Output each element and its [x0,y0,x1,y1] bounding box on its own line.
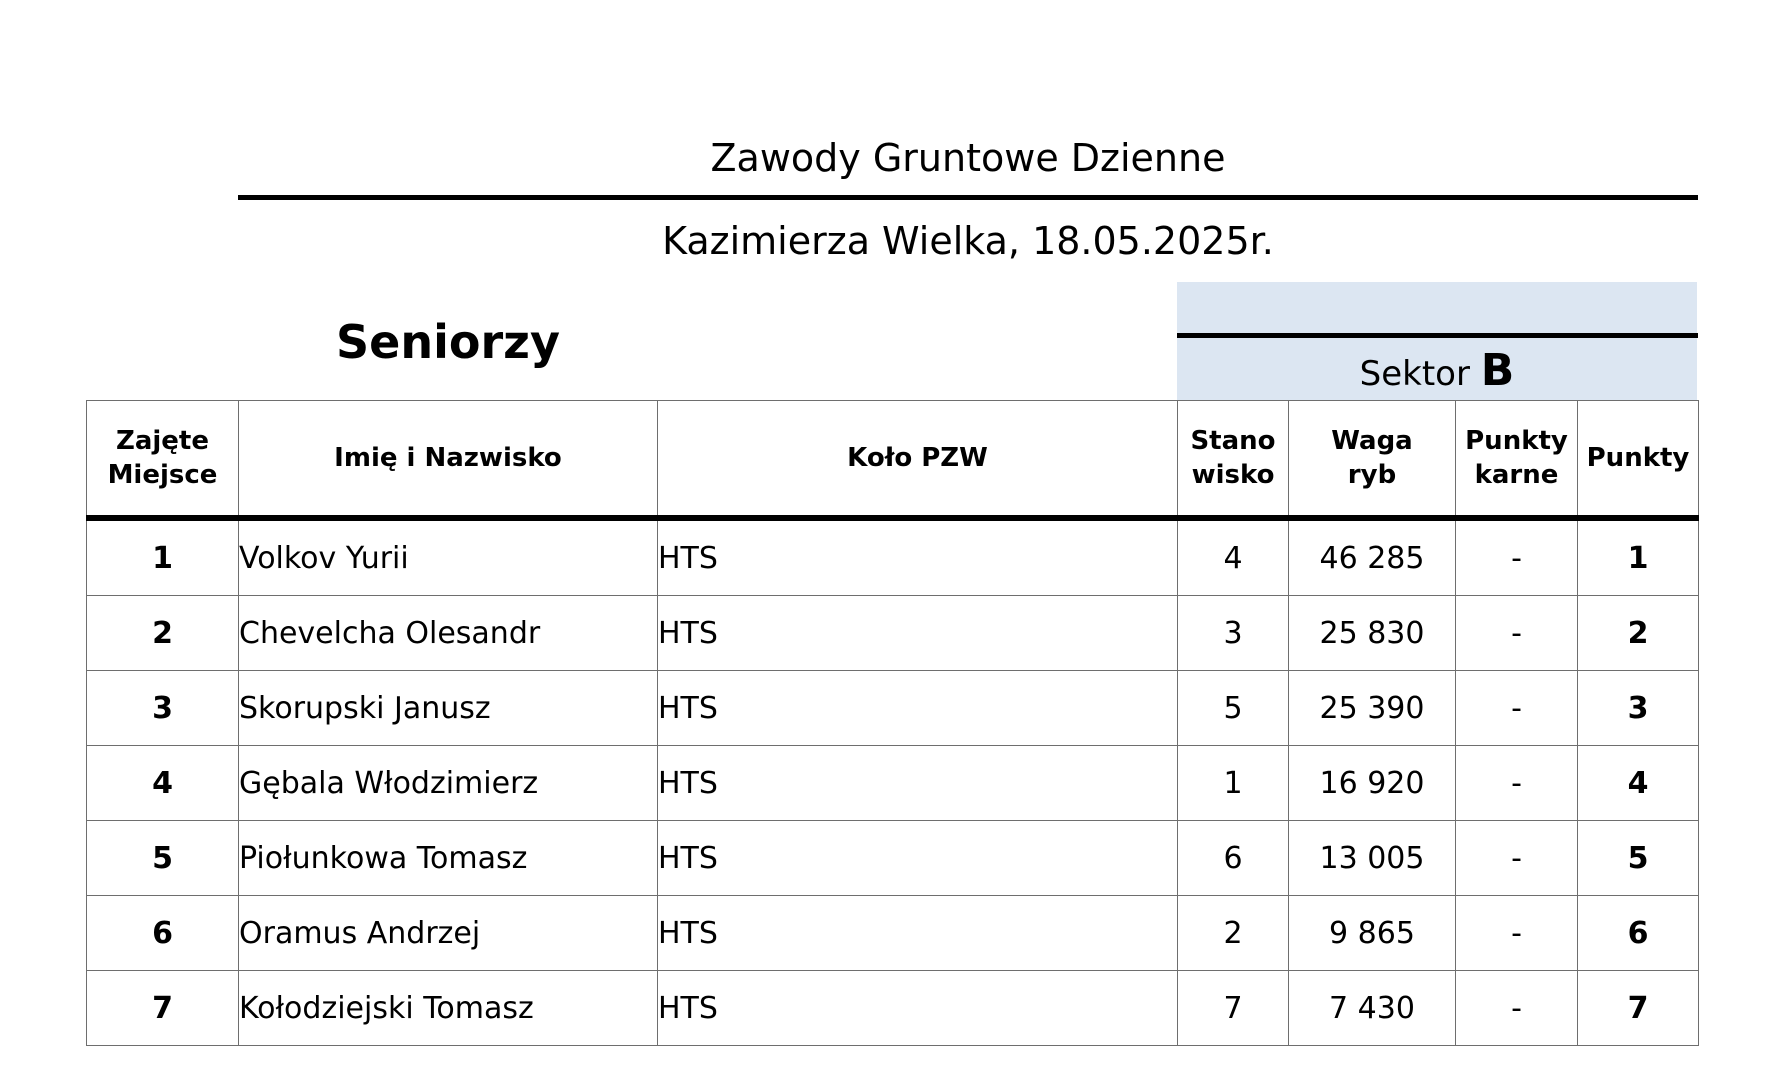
penalty-cell: - [1455,670,1578,746]
col-place-header-line1: Zajęte [115,426,209,456]
col-points-header: Punkty [1577,400,1699,521]
stand-cell: 1 [1177,745,1289,821]
weight-cell: 13 005 [1288,820,1456,896]
name-cell: Piołunkowa Tomasz [238,820,658,896]
club-cell: HTS [657,820,1178,896]
col-place-header: Zajęte Miejsce [86,400,239,521]
stand-cell: 5 [1177,670,1289,746]
category-heading: Seniorzy [336,315,560,369]
place-cell: 6 [86,895,239,971]
table-row: 3 Skorupski Janusz HTS 5 25 390 - 3 [86,670,1699,746]
weight-cell: 46 285 [1288,517,1456,596]
name-cell: Volkov Yurii [238,517,658,596]
points-cell: 1 [1577,517,1699,596]
name-cell: Kołodziejski Tomasz [238,970,658,1046]
club-cell: HTS [657,670,1178,746]
sector-label: Sektor B [1177,343,1697,398]
sector-band [1177,282,1697,400]
stand-cell: 7 [1177,970,1289,1046]
name-cell: Skorupski Janusz [238,670,658,746]
col-stand-header: Stano wisko [1177,400,1289,521]
col-weight-header-line1: Waga [1331,426,1413,456]
place-cell: 7 [86,970,239,1046]
results-table: Zajęte Miejsce Imię i Nazwisko Koło PZW … [86,400,1699,1046]
points-cell: 4 [1577,745,1699,821]
weight-cell: 9 865 [1288,895,1456,971]
competition-title: Zawody Gruntowe Dzienne [710,136,1226,180]
table-row: 5 Piołunkowa Tomasz HTS 6 13 005 - 5 [86,820,1699,896]
place-cell: 3 [86,670,239,746]
sector-divider [1177,333,1698,338]
points-cell: 3 [1577,670,1699,746]
table-row: 1 Volkov Yurii HTS 4 46 285 - 1 [86,517,1699,596]
points-cell: 2 [1577,595,1699,671]
competition-place-date: Kazimierza Wielka, 18.05.2025r. [662,219,1274,263]
name-cell: Gębala Włodzimierz [238,745,658,821]
name-cell: Oramus Andrzej [238,895,658,971]
table-row: 7 Kołodziejski Tomasz HTS 7 7 430 - 7 [86,970,1699,1046]
club-cell: HTS [657,517,1178,596]
place-cell: 4 [86,745,239,821]
col-place-header-line2: Miejsce [107,460,218,490]
col-penalty-header: Punkty karne [1455,400,1578,521]
col-weight-header: Waga ryb [1288,400,1456,521]
weight-cell: 16 920 [1288,745,1456,821]
place-cell: 5 [86,820,239,896]
col-penalty-header-line1: Punkty [1465,426,1568,456]
penalty-cell: - [1455,595,1578,671]
col-stand-header-line1: Stano [1190,426,1276,456]
col-stand-header-line2: wisko [1191,460,1275,490]
title-divider [238,195,1698,200]
col-name-header: Imię i Nazwisko [238,400,658,521]
name-cell: Chevelcha Olesandr [238,595,658,671]
sector-label-text: Sektor [1359,354,1470,394]
penalty-cell: - [1455,517,1578,596]
points-cell: 6 [1577,895,1699,971]
col-penalty-header-line2: karne [1474,460,1559,490]
table-row: 4 Gębala Włodzimierz HTS 1 16 920 - 4 [86,745,1699,821]
points-cell: 5 [1577,820,1699,896]
club-cell: HTS [657,745,1178,821]
col-club-header: Koło PZW [657,400,1178,521]
place-cell: 1 [86,517,239,596]
weight-cell: 25 390 [1288,670,1456,746]
stand-cell: 2 [1177,895,1289,971]
table-row: 2 Chevelcha Olesandr HTS 3 25 830 - 2 [86,595,1699,671]
stand-cell: 6 [1177,820,1289,896]
penalty-cell: - [1455,895,1578,971]
penalty-cell: - [1455,745,1578,821]
weight-cell: 25 830 [1288,595,1456,671]
stand-cell: 3 [1177,595,1289,671]
club-cell: HTS [657,970,1178,1046]
place-cell: 2 [86,595,239,671]
club-cell: HTS [657,595,1178,671]
points-cell: 7 [1577,970,1699,1046]
penalty-cell: - [1455,820,1578,896]
penalty-cell: - [1455,970,1578,1046]
club-cell: HTS [657,895,1178,971]
table-row: 6 Oramus Andrzej HTS 2 9 865 - 6 [86,895,1699,971]
header-row: Zajęte Miejsce Imię i Nazwisko Koło PZW … [86,400,1699,521]
weight-cell: 7 430 [1288,970,1456,1046]
stand-cell: 4 [1177,517,1289,596]
col-weight-header-line2: ryb [1347,460,1397,490]
sector-letter: B [1480,345,1515,396]
